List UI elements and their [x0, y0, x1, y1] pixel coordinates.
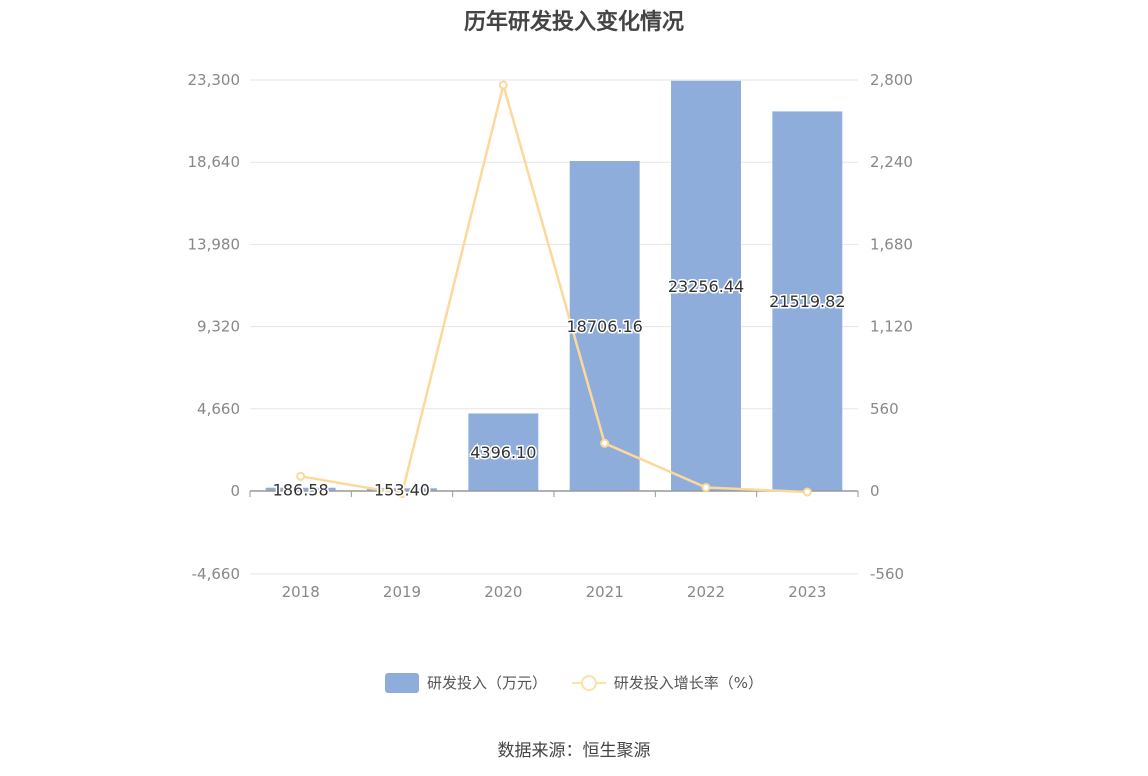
growth-point — [397, 489, 407, 499]
chart-plot: -4,660 0 4,660 9,320 13,980 18,640 23,300 -560 0… — [188, 71, 913, 601]
x-tick-label: 2018 — [282, 583, 320, 601]
x-tick-label: 2020 — [484, 583, 522, 601]
x-tick-label: 2023 — [788, 583, 826, 601]
chart-title: 历年研发投入变化情况 — [463, 10, 684, 35]
growth-point — [296, 471, 306, 481]
growth-point — [498, 80, 508, 90]
bar-data-label: 18706.16 — [566, 317, 642, 336]
bar — [265, 487, 336, 491]
y-right-tick-label: 560 — [870, 400, 899, 418]
legend-item-growth-rate[interactable]: 研发投入增长率（%） — [571, 672, 764, 693]
x-tick-label: 2021 — [586, 583, 624, 601]
legend-label-growth-rate: 研发投入增长率（%） — [613, 674, 764, 692]
bar — [569, 161, 640, 492]
y-right-tick-label: 0 — [870, 482, 880, 500]
growth-line — [300, 80, 808, 496]
growth-point — [802, 487, 812, 497]
y-left-tick-label: 4,660 — [197, 400, 240, 418]
bar — [671, 80, 741, 492]
data-source: 数据来源：恒生聚源 — [497, 741, 651, 761]
x-tick-label: 2022 — [687, 583, 725, 601]
y-left-tick-label: 18,640 — [188, 153, 241, 171]
legend-bar-swatch — [384, 672, 419, 693]
x-tick-label: 2019 — [383, 583, 421, 601]
bar-data-label: 23256.44 — [668, 277, 744, 296]
bar-data-label: 21519.82 — [769, 292, 845, 311]
y-left-tick-label: 13,980 — [188, 235, 241, 253]
y-left-tick-label: 23,300 — [188, 71, 241, 89]
bar-data-label: 186.58 — [273, 480, 329, 499]
y-right-tick-label: 2,240 — [870, 153, 913, 171]
legend-label-rd-investment: 研发投入（万元） — [426, 674, 547, 692]
growth-point — [600, 438, 610, 448]
legend-line-swatch — [571, 673, 606, 693]
growth-point — [701, 482, 711, 492]
y-right-tick-label: 2,800 — [870, 71, 913, 89]
legend: 研发投入（万元） 研发投入增长率（%） — [0, 672, 1148, 697]
y-left-tick-label: 0 — [230, 482, 240, 500]
y-left-tick-label: 9,320 — [197, 318, 240, 336]
y-right-tick-label: 1,120 — [870, 318, 913, 336]
y-right-tick-label: 1,680 — [870, 235, 913, 253]
bar-data-label: 153.40 — [374, 481, 430, 500]
y-right-tick-label: -560 — [870, 565, 904, 583]
bar — [468, 413, 539, 491]
y-left-tick-label: -4,660 — [192, 565, 240, 583]
bar-data-label: 4396.10 — [470, 443, 536, 462]
bar — [772, 111, 843, 491]
legend-item-rd-investment[interactable]: 研发投入（万元） — [384, 672, 547, 693]
